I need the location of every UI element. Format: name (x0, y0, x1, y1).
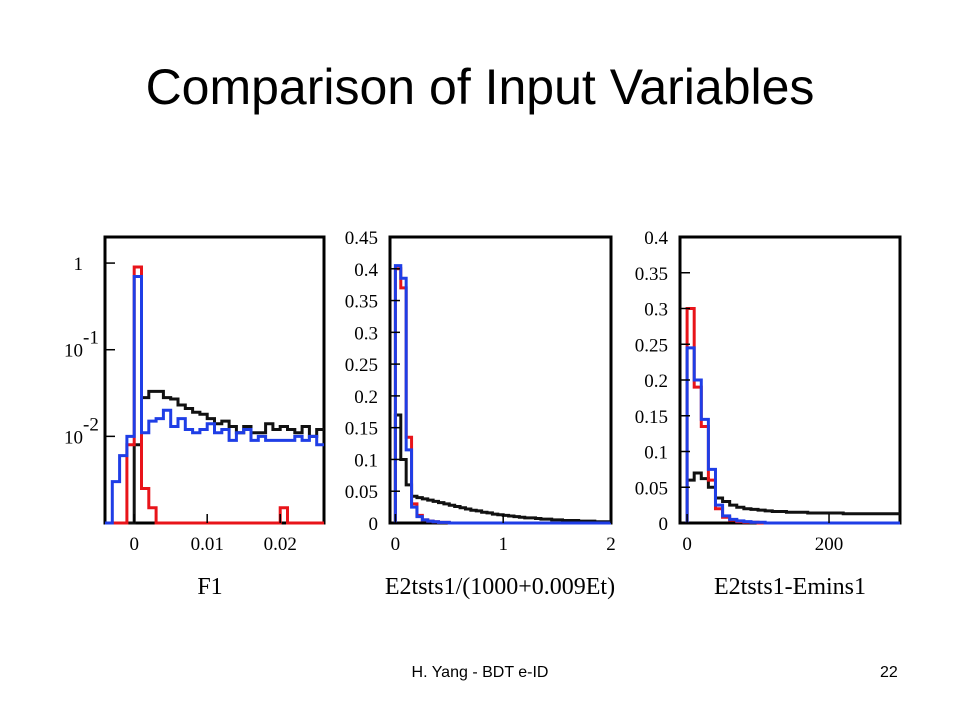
y-ticks: 0 0.05 0.1 0.15 0.2 0.25 0.3 0.35 0.4 0.45 (345, 228, 400, 535)
y-tick-label: 0.4 (354, 260, 378, 281)
page-number: 22 (880, 664, 898, 681)
y-tick-label: 0.4 (644, 228, 668, 249)
y-tick-label: 0.15 (345, 419, 378, 440)
series-group (105, 265, 324, 525)
x-tick-label: 0 (682, 534, 692, 555)
y-tick-label: 0.35 (635, 264, 668, 285)
y-tick-label: 10 (64, 427, 83, 448)
panel-e2tsts1-normalized: 0 1 2 0 0.05 0.1 0.15 0.2 0.25 0.3 0.35 0.4 0.45 E2… (345, 228, 616, 600)
x-ticks: 0 0.01 0.02 (129, 514, 297, 555)
histogram-series-2 (393, 413, 611, 524)
y-tick-exponent: -2 (83, 414, 99, 435)
plot-frame (103, 235, 326, 525)
histogram-series-0 (105, 265, 324, 525)
x-tick-label: 0 (391, 534, 401, 555)
panel-f1: 0 0.01 0.02 110-110-2 F1 (64, 235, 326, 600)
y-tick-label: 0.45 (345, 228, 378, 249)
y-tick-label: 0 (659, 514, 669, 535)
x-axis-label: F1 (197, 574, 222, 600)
x-tick-label: 2 (606, 534, 616, 555)
y-tick-label: 0.05 (345, 482, 378, 503)
y-tick-label: 0.2 (354, 387, 378, 408)
y-tick-label: 0.25 (345, 355, 378, 376)
y-tick-exponent: -1 (83, 328, 99, 349)
y-tick-label: 0.15 (635, 407, 668, 428)
y-tick-label: 0.1 (354, 450, 378, 471)
y-tick-label: 1 (74, 254, 84, 275)
y-tick-label: 0.1 (644, 443, 668, 464)
y-ticks: 110-110-2 (64, 254, 115, 448)
histogram-series-2 (105, 389, 324, 525)
y-tick-label: 0.2 (644, 371, 668, 392)
slide-title: Comparison of Input Variables (145, 59, 815, 115)
histogram-series-1 (685, 346, 900, 525)
x-tick-label: 0 (129, 534, 139, 555)
x-tick-label: 0.02 (264, 534, 297, 555)
x-tick-label: 0.01 (191, 534, 224, 555)
plot-frame (388, 235, 613, 525)
y-tick-label: 0.25 (635, 335, 668, 356)
y-tick-label: 0.3 (354, 323, 378, 344)
y-tick-label: 0.35 (345, 292, 378, 313)
series-group (393, 264, 611, 525)
histogram-series-2 (685, 471, 900, 523)
panel-e2tsts1-emins1: 0 200 0 0.05 0.1 0.15 0.2 0.25 0.3 0.35 0.4 E2tst… (635, 228, 902, 600)
x-ticks: 0 200 (682, 514, 843, 555)
histogram-series-0 (393, 267, 611, 525)
x-tick-label: 1 (498, 534, 508, 555)
histogram-series-1 (393, 264, 611, 525)
y-ticks: 0 0.05 0.1 0.15 0.2 0.25 0.3 0.35 0.4 (635, 228, 690, 535)
x-tick-label: 200 (815, 534, 844, 555)
y-tick-label: 0 (369, 514, 379, 535)
slide-footer: H. Yang - BDT e-ID (411, 664, 549, 681)
x-axis-label: E2tsts1/(1000+0.009Et) (385, 574, 615, 600)
y-tick-label: 0.3 (644, 300, 668, 321)
y-tick-label: 0.05 (635, 478, 668, 499)
series-group (685, 307, 900, 525)
histogram-series-1 (105, 275, 324, 525)
x-ticks: 0 1 2 (391, 514, 616, 555)
histogram-series-0 (685, 307, 900, 525)
y-tick-label: 10 (64, 341, 83, 362)
x-axis-label: E2tsts1-Emins1 (714, 574, 866, 600)
